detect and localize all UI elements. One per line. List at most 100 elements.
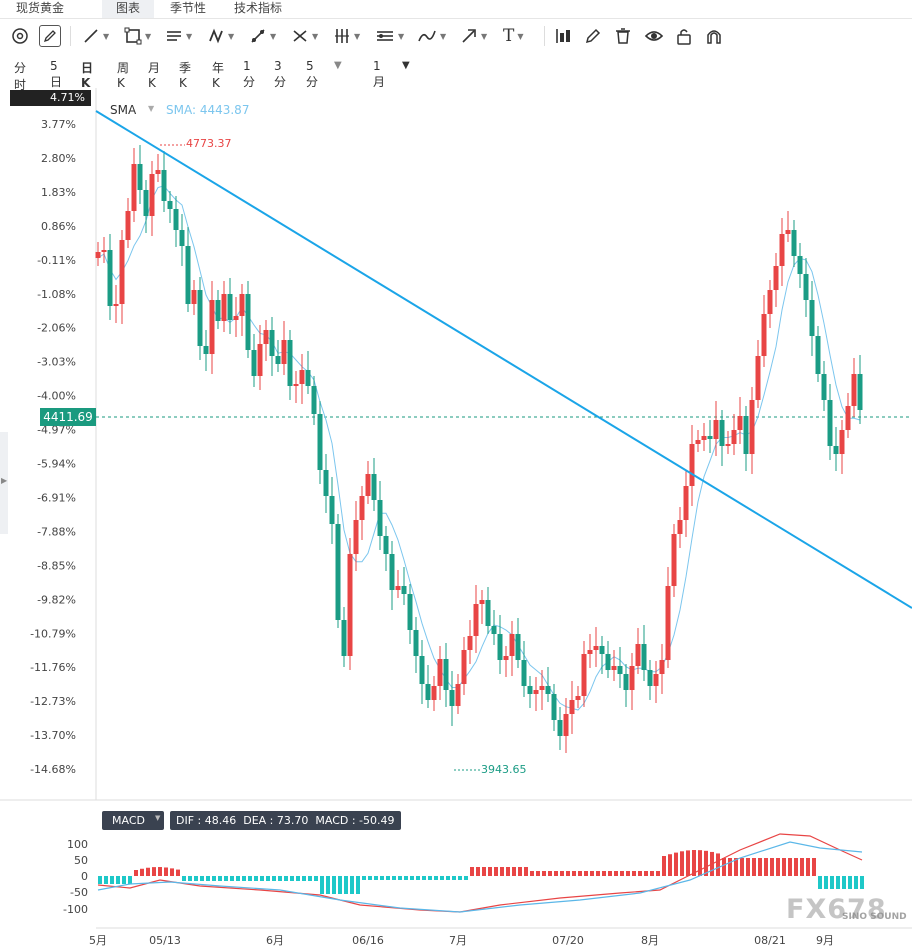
- period-weekly-k[interactable]: 周K: [117, 61, 130, 90]
- top-tabs: 现货黄金 图表 季节性 技术指标: [0, 0, 912, 19]
- candle-body: [347, 554, 353, 656]
- macd-indicator-select[interactable]: MACD ▼: [102, 811, 164, 830]
- macd-histogram-bar: [344, 876, 348, 894]
- candle-body: [449, 690, 455, 706]
- price-axis-top-label: 4.71%: [10, 90, 91, 106]
- tab-seasonality[interactable]: 季节性: [170, 1, 207, 15]
- macd-dea: DEA : 73.70: [243, 814, 309, 827]
- time-axis-tick: 6月: [266, 934, 284, 946]
- candle-body: [167, 201, 173, 209]
- edit-icon[interactable]: [584, 24, 602, 48]
- candle-body: [371, 474, 377, 500]
- text-tool-icon[interactable]: T ▼: [503, 26, 524, 46]
- tab-chart[interactable]: 图表: [102, 0, 155, 18]
- trash-icon[interactable]: [614, 24, 632, 48]
- price-axis-tick: -8.85%: [37, 559, 76, 572]
- macd-histogram-bar: [314, 876, 318, 881]
- tab-spot-gold[interactable]: 现货黄金: [16, 1, 65, 15]
- candlestick-type-icon[interactable]: [554, 24, 572, 48]
- period-yearly-k[interactable]: 年K: [212, 61, 225, 90]
- line-tool-icon[interactable]: ▼: [82, 24, 109, 48]
- eye-icon[interactable]: [644, 24, 664, 48]
- measure-icon[interactable]: ▼: [249, 24, 276, 48]
- candle-body: [389, 554, 395, 590]
- macd-histogram-bar: [854, 876, 858, 889]
- rectangle-tool-icon[interactable]: ▼: [124, 24, 151, 48]
- macd-histogram-bar: [608, 871, 612, 876]
- candle-body: [149, 174, 155, 216]
- candle-body: [503, 656, 509, 660]
- period-more-dropdown[interactable]: ▼: [334, 60, 342, 71]
- candle-body: [173, 209, 179, 230]
- candle-body: [485, 600, 491, 626]
- arrow-icon[interactable]: ▼: [460, 24, 487, 48]
- candle-body: [263, 330, 269, 344]
- candle-body: [479, 600, 485, 604]
- period-timeshare[interactable]: 分时: [14, 61, 27, 92]
- period-daily-k[interactable]: 日K: [81, 61, 94, 90]
- gann-icon[interactable]: ▼: [335, 29, 361, 43]
- lock-icon[interactable]: [675, 24, 693, 48]
- macd-histogram-bar: [788, 858, 792, 876]
- period-5day[interactable]: 5日: [50, 59, 63, 89]
- candle-body: [857, 374, 863, 410]
- macd-histogram-bar: [356, 876, 360, 894]
- period-5min[interactable]: 5分: [306, 59, 319, 89]
- candle-body: [737, 416, 743, 430]
- channel-icon[interactable]: ▼: [375, 24, 404, 48]
- macd-histogram-bar: [236, 876, 240, 881]
- macd-histogram-bar: [764, 858, 768, 876]
- macd-histogram-bar: [770, 858, 774, 876]
- high-marker-label: 4773.37: [186, 137, 232, 150]
- time-axis-tick: 06/16: [352, 934, 384, 946]
- period-3min[interactable]: 3分: [274, 59, 287, 89]
- candle-body: [305, 370, 311, 386]
- candle-body: [125, 211, 131, 240]
- parallel-lines-icon[interactable]: ▼: [167, 31, 193, 41]
- macd-histogram-bar: [500, 867, 504, 876]
- period-quarterly-k[interactable]: 季K: [179, 61, 192, 90]
- fibonacci-icon[interactable]: ▼: [291, 24, 318, 48]
- candle-body: [713, 420, 719, 439]
- candle-body: [359, 496, 365, 520]
- price-axis-tick: -9.82%: [37, 593, 76, 606]
- magnet-icon[interactable]: [705, 24, 723, 48]
- period-monthly-k[interactable]: 月K: [148, 61, 161, 90]
- period-1min[interactable]: 1分: [243, 59, 256, 89]
- pattern-icon[interactable]: ▼: [207, 24, 234, 48]
- candle-body: [557, 720, 563, 736]
- candle-body: [293, 384, 299, 386]
- macd-histogram-bar: [200, 876, 204, 881]
- macd-histogram-bar: [224, 876, 228, 881]
- candle-body: [785, 230, 791, 234]
- macd-dea-line: [97, 841, 863, 913]
- macd-histogram-bar: [218, 876, 222, 881]
- candle-body: [203, 346, 209, 354]
- brush-icon[interactable]: ▼: [417, 24, 446, 48]
- time-axis-tick: 07/20: [552, 934, 584, 946]
- sma-dropdown-icon[interactable]: ▼: [148, 104, 155, 113]
- macd-histogram-bar: [860, 876, 864, 889]
- macd-dif: DIF : 48.46: [176, 814, 237, 827]
- left-panel-toggle[interactable]: ▶: [0, 432, 8, 534]
- macd-histogram-bar: [542, 871, 546, 876]
- sma-indicator-name[interactable]: SMA: [110, 103, 137, 117]
- circle-draw-icon[interactable]: [10, 24, 30, 48]
- macd-histogram-bar: [230, 876, 234, 881]
- macd-histogram-bar: [746, 858, 750, 876]
- macd-histogram-bar: [464, 876, 468, 880]
- macd-histogram-bar: [620, 871, 624, 876]
- candle-body: [617, 666, 623, 674]
- tab-technical-indicators[interactable]: 技术指标: [234, 1, 283, 15]
- pencil-icon[interactable]: [39, 25, 61, 47]
- macd-histogram-bar: [590, 871, 594, 876]
- candle-body: [215, 300, 221, 321]
- range-select[interactable]: 1月: [373, 59, 386, 89]
- macd-histogram-bar: [302, 876, 306, 881]
- candle-body: [221, 294, 227, 321]
- price-axis-tick: -2.06%: [37, 322, 76, 335]
- candle-body: [653, 674, 659, 686]
- candle-body: [743, 416, 749, 454]
- range-dropdown-icon[interactable]: ▼: [402, 60, 410, 71]
